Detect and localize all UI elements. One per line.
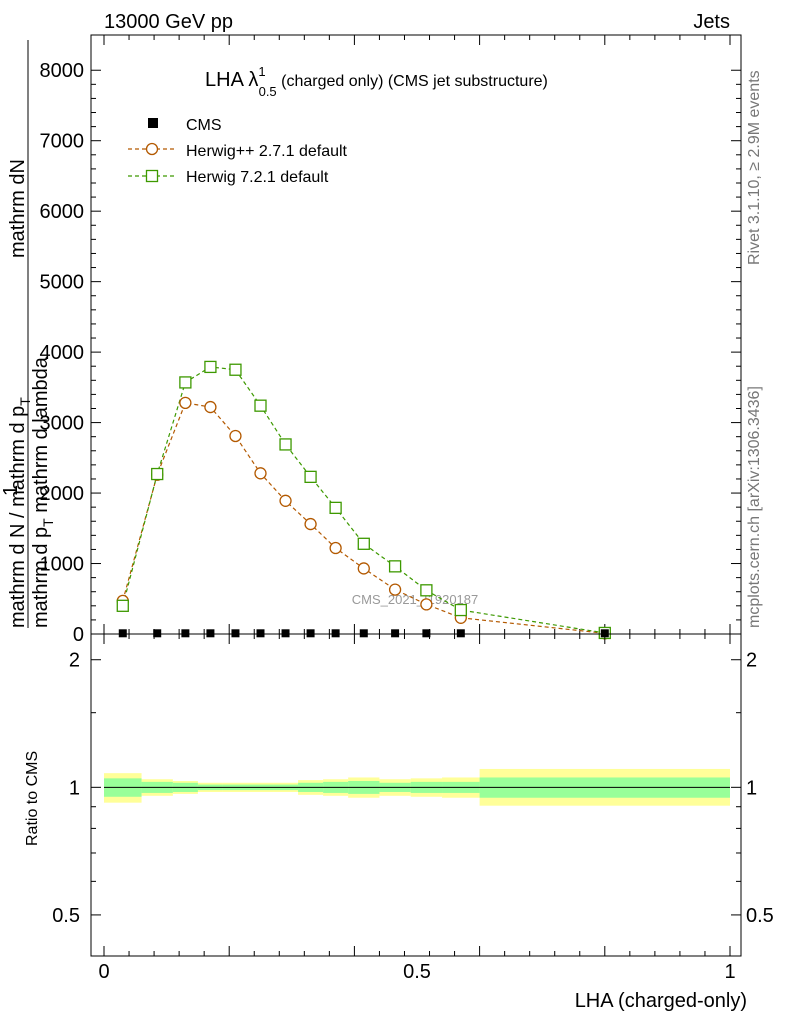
main-ytick-label: 6000 xyxy=(40,201,85,223)
cms-point xyxy=(456,629,465,638)
ratio-y-axis: 0.5 0.5 1 1 2 2 xyxy=(52,650,774,927)
header-right: Jets xyxy=(693,11,730,33)
ratio-ytick-label: 2 xyxy=(69,650,80,672)
rivet-version-label: Rivet 3.1.10, ≥ 2.9M events xyxy=(746,70,763,265)
herwig7-point xyxy=(357,537,370,550)
ratio-ytick-label: 0.5 xyxy=(52,905,80,927)
legend-marker-cms xyxy=(148,118,158,128)
main-ytick-label: 1000 xyxy=(40,554,85,576)
ratio-ytick-label-right: 2 xyxy=(746,650,757,672)
cms-point xyxy=(206,629,215,638)
ratio-bands xyxy=(104,768,730,806)
cms-point xyxy=(231,629,240,638)
herwigpp-point xyxy=(420,598,433,611)
main-ytick-label: 5000 xyxy=(40,272,85,294)
main-ytick-label: 0 xyxy=(73,624,84,646)
mcplots-label: mcplots.cern.ch [arXiv:1306.3436] xyxy=(746,386,763,628)
herwigpp-point xyxy=(254,467,267,480)
main-ytick-label: 7000 xyxy=(40,131,85,153)
cms-point xyxy=(306,629,315,638)
herwig7-point xyxy=(279,438,292,451)
herwigpp-point xyxy=(304,517,317,531)
main-y-axis-label: mathrm dN mathrm d N / mathrm d pT mathr… xyxy=(0,40,56,628)
main-series-group xyxy=(116,360,611,640)
cms-point xyxy=(256,629,265,638)
herwig7-point xyxy=(329,501,342,515)
ratio-xtick-label: 1 xyxy=(724,961,735,983)
herwigpp-point xyxy=(204,400,217,414)
legend-label-cms: CMS xyxy=(186,117,222,134)
herwig7-point xyxy=(388,560,402,573)
ylabel-inner-denominator: mathrm d pT mathrm d lambda xyxy=(30,356,56,628)
herwig7-point xyxy=(151,467,164,481)
herwig7-point xyxy=(179,376,192,389)
cms-point xyxy=(422,629,431,638)
herwigpp-point xyxy=(329,541,342,555)
cms-point xyxy=(331,629,340,638)
herwigpp-point xyxy=(279,494,292,507)
main-ytick-label: 4000 xyxy=(40,342,85,364)
herwigpp-point xyxy=(357,562,370,575)
ratio-x-axis: 0 0.5 1 xyxy=(98,634,736,983)
ylabel-one: 1 xyxy=(0,485,22,496)
ratio-plot-panel: 0.5 0.51 12 2 0 0.5 1 Ratio to CMS LHA (charg… xyxy=(24,633,774,1012)
chart-title: LHA λ1 0.5 (charged only) (CMS jet substr… xyxy=(205,64,548,99)
ylabel-numerator: mathrm dN xyxy=(7,159,29,258)
legend-label-herwigpp: Herwig++ 2.7.1 default xyxy=(186,143,348,160)
herwig7-point xyxy=(204,360,217,374)
watermark: CMS_2021_I1920187 xyxy=(352,592,479,607)
main-ytick-label: 2000 xyxy=(40,483,85,505)
herwig7-point xyxy=(420,584,433,597)
header-left: 13000 GeV pp xyxy=(104,11,233,33)
herwigpp-point xyxy=(388,583,402,596)
herwig7-point xyxy=(254,399,267,412)
ratio-plot-frame xyxy=(90,633,742,957)
legend-marker-herwig7 xyxy=(145,169,159,183)
herwigpp-point xyxy=(229,429,242,443)
ratio-ytick-label-right: 0.5 xyxy=(746,905,774,927)
cms-point xyxy=(153,629,162,638)
herwig7-point xyxy=(116,599,129,612)
cms-point xyxy=(118,629,127,638)
cms-point xyxy=(359,629,368,638)
x-axis-label: LHA (charged-only) xyxy=(575,990,747,1012)
cms-point xyxy=(181,629,190,638)
ratio-ytick-label-right: 1 xyxy=(746,777,757,799)
cms-point xyxy=(391,629,400,638)
herwigpp-point xyxy=(179,396,192,410)
ratio-ytick-label: 1 xyxy=(69,777,80,799)
legend: CMS Herwig++ 2.7.1 default Herwig 7.2.1 … xyxy=(128,117,348,186)
herwig7-point xyxy=(454,603,467,617)
ratio-y-axis-label: Ratio to CMS xyxy=(24,751,41,846)
legend-label-herwig7: Herwig 7.2.1 default xyxy=(186,169,329,186)
ratio-xtick-label: 0.5 xyxy=(403,961,431,983)
herwig7-point xyxy=(229,363,242,376)
cms-point xyxy=(281,629,290,638)
main-y-axis: 0 1000 2000 3000 4000 5000 6000 7000 8000 xyxy=(40,60,741,646)
main-ytick-label: 8000 xyxy=(40,60,85,82)
ratio-xtick-label: 0 xyxy=(98,961,109,983)
herwig7-point xyxy=(304,470,317,484)
cms-point xyxy=(600,629,609,638)
ylabel-denominator: mathrm d N / mathrm d pT xyxy=(7,397,33,628)
main-ytick-label: 3000 xyxy=(40,413,85,435)
main-plot-panel: 0 1000 2000 3000 4000 5000 6000 7000 8000 CMS_20… xyxy=(0,34,742,646)
legend-marker-herwigpp xyxy=(145,142,159,156)
